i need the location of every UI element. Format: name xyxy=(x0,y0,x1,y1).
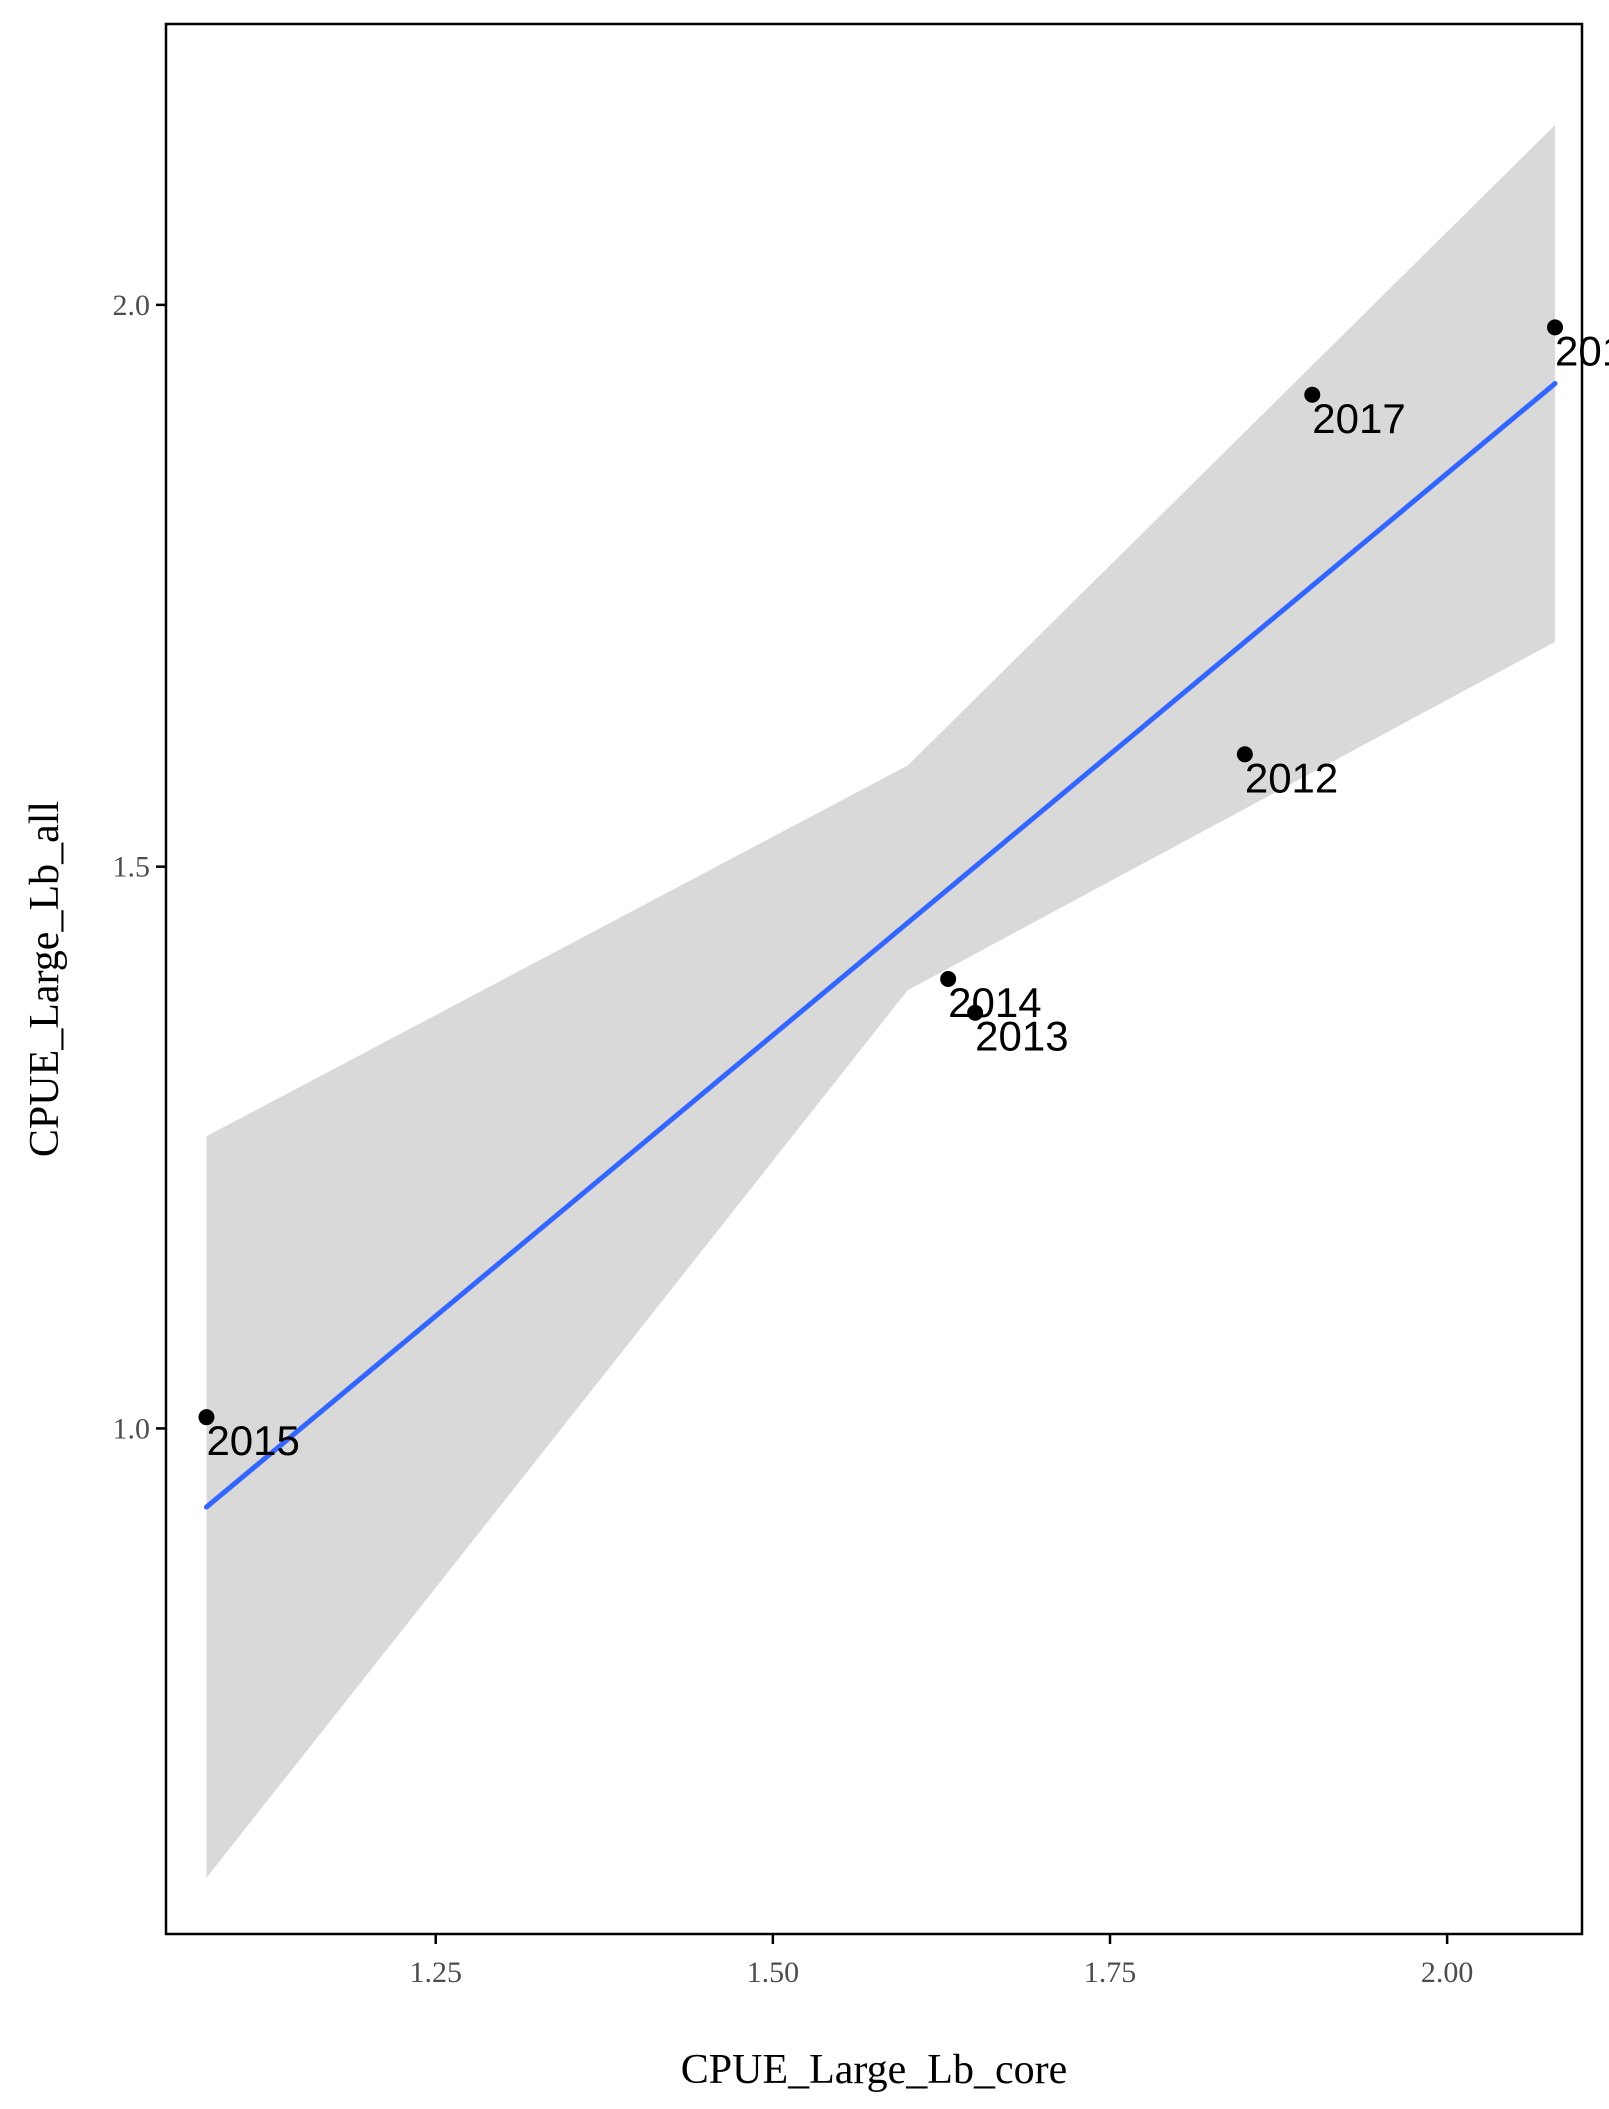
point-label: 2012 xyxy=(1245,754,1338,801)
fit-line-layer xyxy=(203,381,1558,1510)
regression-line xyxy=(203,381,1558,1510)
point-label: 2017 xyxy=(1312,395,1405,442)
plot-panel-border xyxy=(164,22,1584,1936)
point-label: 2015 xyxy=(206,1417,299,1464)
data-point xyxy=(940,971,957,987)
data-point xyxy=(967,1004,984,1021)
x-axis: 1.25 1.50 1.75 2.00 xyxy=(409,1934,1473,1989)
data-point xyxy=(1236,746,1253,763)
data-point xyxy=(198,1409,215,1426)
point-label: 2014 xyxy=(948,979,1041,1026)
y-axis: 1.0 1.5 2.0 xyxy=(113,289,166,1445)
data-point xyxy=(1547,319,1564,336)
x-tick-label: 1.25 xyxy=(409,1956,462,1989)
x-tick-label: 2.00 xyxy=(1421,1956,1474,1989)
data-point xyxy=(1304,386,1321,403)
confidence-band-layer xyxy=(206,125,1555,1878)
x-tick-label: 1.75 xyxy=(1084,1956,1137,1989)
y-axis-title: CPUE_Large_Lb_all xyxy=(22,801,68,1157)
y-tick-label: 1.5 xyxy=(113,851,151,884)
x-axis-title: CPUE_Large_Lb_core xyxy=(681,2047,1067,2093)
confidence-band xyxy=(206,125,1555,1878)
point-label: 2013 xyxy=(975,1013,1068,1060)
y-tick-label: 2.0 xyxy=(113,289,151,322)
y-tick-label: 1.0 xyxy=(113,1412,151,1445)
x-tick-label: 1.50 xyxy=(747,1956,800,1989)
